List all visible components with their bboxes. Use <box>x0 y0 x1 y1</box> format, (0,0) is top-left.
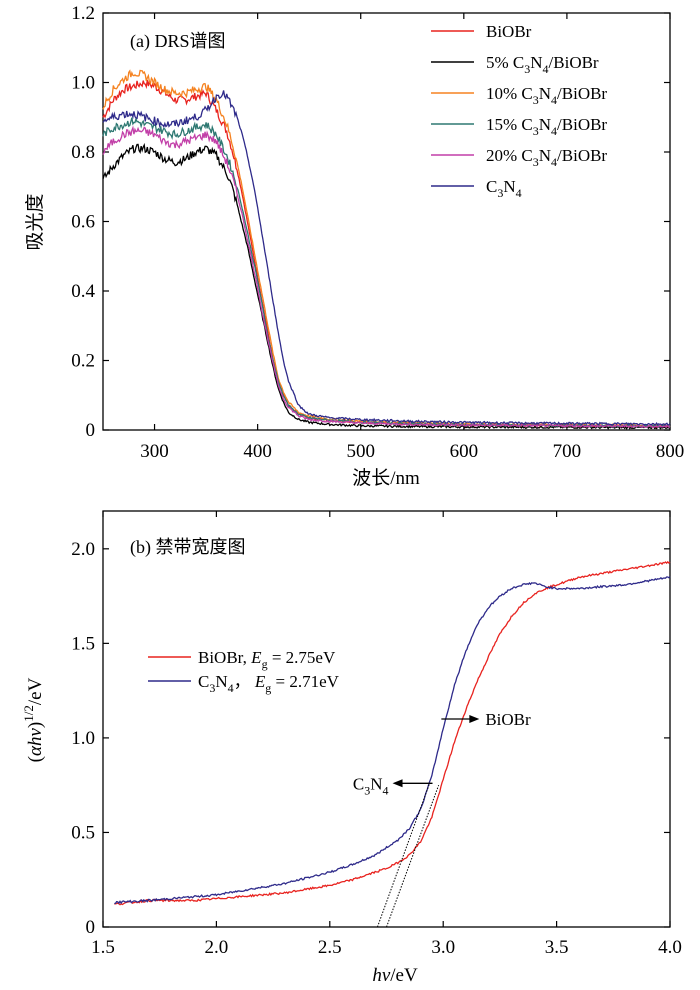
panel-b-y-axis-label: (αhν)1/2/eV <box>21 677 46 762</box>
panel-b-y-tick-label: 1.5 <box>71 633 95 654</box>
panel-a-x-axis-label: 波长/nm <box>352 467 420 489</box>
panel-b-x-axis-label: hν/eV <box>372 965 418 986</box>
panel-b-bandgap-chart: 1.5 2.0 2.5 3.0 3.5 4.0 0 0.5 1.0 1.5 2.0 (b) 禁带宽度… <box>21 510 682 986</box>
panel-b-x-tick-label: 3.5 <box>545 937 569 958</box>
panel-a-drs-chart: 300 400 500 600 700 800 0 0.2 0.4 0.6 0.8 1.0 1.2 (a… <box>24 3 684 489</box>
panel-b-y-tick-label: 1.0 <box>71 728 95 749</box>
panel-b-x-tick-label: 2.5 <box>318 937 342 958</box>
panel-a-plot-frame <box>102 12 671 431</box>
panel-a-legend-label-0: BiOBr <box>486 22 532 41</box>
panel-a-series-line-4 <box>102 125 671 429</box>
panel-a-y-tick-label: 0.4 <box>71 281 95 302</box>
panel-b-arrowhead-c3n4 <box>392 779 403 788</box>
panel-b-y-tick-label: 0 <box>86 917 96 938</box>
panel-a-legend-label-5: C3N4 <box>486 177 522 200</box>
panel-a-series-line-1 <box>102 142 671 430</box>
panel-b-x-tick-label: 2.0 <box>205 937 229 958</box>
panel-b-x-tick-label: 4.0 <box>658 937 682 958</box>
panel-a-x-tick-label: 800 <box>656 441 685 462</box>
panel-b-legend-label-1: C3N4， Eg = 2.71eV <box>198 672 340 695</box>
panel-b-annotation-c3n4: C3N4 <box>353 774 389 797</box>
panel-a-x-tick-label: 500 <box>346 441 375 462</box>
panel-a-legend: BiOBr 5% C3N4/BiOBr 10% C3N4/BiOBr 15% C3N4… <box>431 22 607 200</box>
panel-a-series-line-5 <box>102 90 671 426</box>
panel-b-plot-frame <box>102 510 671 928</box>
panel-a-y-tick-label: 0.6 <box>71 212 95 233</box>
panel-a-x-tick-label: 400 <box>243 441 272 462</box>
panel-b-y-tick-label: 2.0 <box>71 539 95 560</box>
panel-a-y-tick-label: 1.2 <box>71 3 95 24</box>
panel-b-y-tick-label: 0.5 <box>71 822 95 843</box>
panel-a-x-tick-label: 600 <box>450 441 479 462</box>
panel-a-series <box>102 69 671 430</box>
panel-a-title: (a) DRS谱图 <box>130 31 226 52</box>
panel-a-x-tick-label: 700 <box>553 441 582 462</box>
panel-a-x-tick-label: 300 <box>140 441 169 462</box>
panel-a-legend-label-4: 20% C3N4/BiOBr <box>486 146 607 169</box>
panel-a-legend-label-3: 15% C3N4/BiOBr <box>486 115 607 138</box>
panel-b-x-tick-label: 3.0 <box>431 937 455 958</box>
panel-b-annotation-biobr: BiOBr <box>485 710 531 729</box>
panel-b-x-tick-label: 1.5 <box>91 937 115 958</box>
panel-b-ticks: 1.5 2.0 2.5 3.0 3.5 4.0 0 0.5 1.0 1.5 2.0 <box>71 511 682 958</box>
panel-a-y-tick-label: 0 <box>86 420 96 441</box>
panel-b-tangent-line-1 <box>376 783 431 928</box>
panel-b-series-line-0 <box>114 560 671 906</box>
panel-a-ticks: 300 400 500 600 700 800 0 0.2 0.4 0.6 0.8 1.0 1.2 <box>71 3 684 462</box>
panel-b-series-line-1 <box>114 576 671 905</box>
panel-b-tangent-line-0 <box>386 785 440 928</box>
panel-a-y-tick-label: 0.8 <box>71 142 95 163</box>
panel-a-y-tick-label: 1.0 <box>71 73 95 94</box>
panel-a-y-tick-label: 0.2 <box>71 351 95 372</box>
panel-b-legend-label-0: BiOBr, Eg = 2.75eV <box>198 648 336 671</box>
panel-b-annotations: BiOBr C3N4 <box>353 710 531 797</box>
panel-a-legend-label-2: 10% C3N4/BiOBr <box>486 84 607 107</box>
panel-b-title: (b) 禁带宽度图 <box>130 537 246 558</box>
panel-b-tangent-lines <box>376 783 440 928</box>
panel-a-legend-label-1: 5% C3N4/BiOBr <box>486 53 599 76</box>
panel-a-y-axis-label: 吸光度 <box>24 193 46 250</box>
panel-b-arrowhead-biobr <box>469 715 480 723</box>
panel-b-series <box>114 560 671 906</box>
